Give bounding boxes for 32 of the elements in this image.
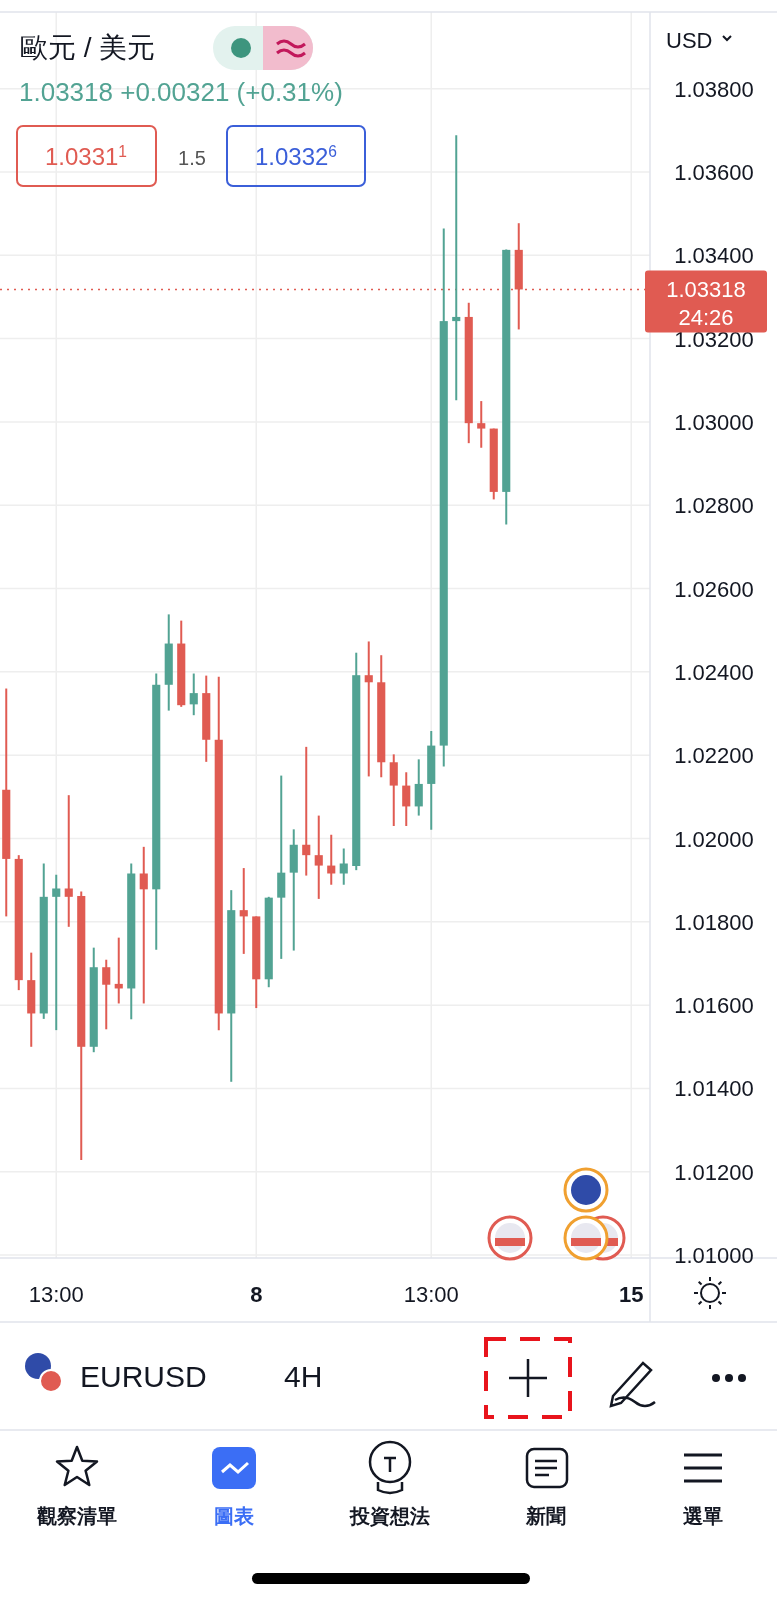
y-tick-label: 1.02800 bbox=[674, 493, 754, 519]
y-tick-label: 1.01800 bbox=[674, 909, 754, 935]
text: 投資想法 bbox=[349, 1505, 430, 1527]
text: 1.03318 +0.00321 (+0.31%) bbox=[19, 77, 343, 107]
y-tick-label: 1.01600 bbox=[674, 993, 754, 1019]
text: 選單 bbox=[683, 1505, 723, 1527]
annotation: 1.0331$^{1}$ bbox=[44, 142, 128, 170]
x-tick-label: 13:00 bbox=[403, 1282, 459, 1307]
y-tick-label: 1.01400 bbox=[674, 1076, 754, 1102]
text: 4H bbox=[284, 1360, 323, 1393]
text: 圖表 bbox=[214, 1505, 254, 1527]
y-tick-label: 1.03600 bbox=[674, 159, 754, 185]
ref-line-label: 1.03318 bbox=[666, 277, 746, 303]
x-tick-label: 13:00 bbox=[28, 1282, 84, 1307]
text: USD bbox=[666, 28, 713, 53]
text: 觀察清單 bbox=[36, 1505, 117, 1527]
y-tick-label: 1.01000 bbox=[674, 1243, 754, 1269]
text: EURUSD bbox=[80, 1360, 207, 1393]
y-tick-label: 1.02200 bbox=[674, 743, 754, 769]
text: 歐元 / 美元 bbox=[20, 32, 156, 63]
y-tick-label: 1.02600 bbox=[674, 576, 754, 602]
y-tick-label: 1.03000 bbox=[674, 409, 754, 435]
y-tick-label: 1.01200 bbox=[674, 1159, 754, 1185]
annotation: 1.0332$^{6}$ bbox=[254, 142, 338, 170]
y-tick-label: 1.03800 bbox=[674, 76, 754, 102]
annotation: 1.5 bbox=[178, 147, 206, 169]
y-tick-label: 1.02000 bbox=[674, 826, 754, 852]
y-tick-label: 1.03400 bbox=[674, 243, 754, 269]
text: 新聞 bbox=[525, 1505, 566, 1527]
x-tick-label: 8 bbox=[250, 1282, 263, 1307]
y-tick-label: 1.02400 bbox=[674, 659, 754, 685]
x-tick-label: 15 bbox=[619, 1282, 644, 1307]
